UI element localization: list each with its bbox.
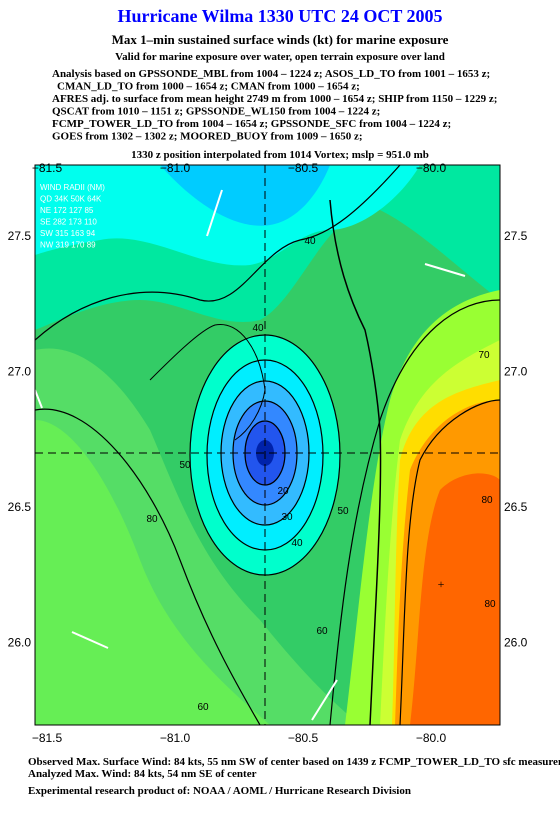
position-line: 1330 z position interpolated from 1014 V… [131,149,429,161]
svg-text:+: + [438,577,445,591]
lat-label: 26.0 [504,636,528,650]
lon-label: −80.5 [288,731,319,745]
analysis-line: CMAN_LD_TO from 1000 – 1654 z; CMAN from… [57,81,360,93]
lat-label: 26.5 [504,500,528,514]
contour-label: 80 [481,495,493,506]
validity: Valid for marine exposure over water, op… [115,51,445,63]
lat-label: 27.0 [504,365,528,379]
lon-label: −80.0 [416,731,447,745]
contour-label: 30 [281,512,293,523]
lon-label: −81.5 [32,731,63,745]
analyzed-wind: Analyzed Max. Wind: 84 kts, 54 nm SE of … [28,768,257,780]
contour-label: 50 [179,460,191,471]
observed-wind: Observed Max. Surface Wind: 84 kts, 55 n… [28,756,560,768]
analysis-line: QSCAT from 1010 – 1151 z; GPSSONDE_WL150… [52,106,380,118]
wind-radii-line: NE 172 127 85 [40,206,94,215]
lat-label: 27.5 [504,229,528,243]
wind-radii-line: WIND RADII (NM) [40,183,105,192]
contour-label: 80 [484,599,496,610]
analysis-line: FCMP_TOWER_LD_TO from 1004 – 1654 z; GPS… [52,118,451,130]
lon-label: −81.0 [160,731,191,745]
contour-label: 40 [291,538,303,549]
title: Hurricane Wilma 1330 UTC 24 OCT 2005 [117,6,442,26]
analysis-line: AFRES adj. to surface from mean height 2… [52,93,497,105]
wind-radii-line: SE 282 173 110 [40,218,97,227]
contour-label: 80 [146,514,158,525]
wind-radii-line: SW 315 163 94 [40,229,96,238]
lat-label: 26.0 [8,636,32,650]
wind-radii-line: NW 319 170 89 [40,241,96,250]
wind-radii-line: QD 34K 50K 64K [40,195,102,204]
contour-label: 60 [316,626,328,637]
wind-field: + WIND RADII (NM) QD 34K 50K 64K NE 172 12… [35,165,500,725]
credit: Experimental research product of: NOAA /… [28,785,411,797]
lat-label: 26.5 [8,500,32,514]
lat-label: 27.5 [8,229,32,243]
analysis-line: GOES from 1302 – 1302 z; MOORED_BUOY fro… [52,131,363,143]
lon-label: −81.5 [32,161,63,175]
lon-label: −80.5 [288,161,319,175]
lat-label: 27.0 [8,365,32,379]
lon-label: −81.0 [160,161,191,175]
subtitle: Max 1–min sustained surface winds (kt) f… [112,32,449,47]
map-frame [34,164,501,726]
contour-label: 40 [304,236,316,247]
analysis-line: Analysis based on GPSSONDE_MBL from 1004… [52,68,490,80]
contour-label: 40 [252,323,264,334]
lon-label: −80.0 [416,161,447,175]
contour-label: 60 [197,702,209,713]
contour-label: 70 [478,350,490,361]
contour-label: 50 [337,506,349,517]
contour-label: 20 [277,486,289,497]
